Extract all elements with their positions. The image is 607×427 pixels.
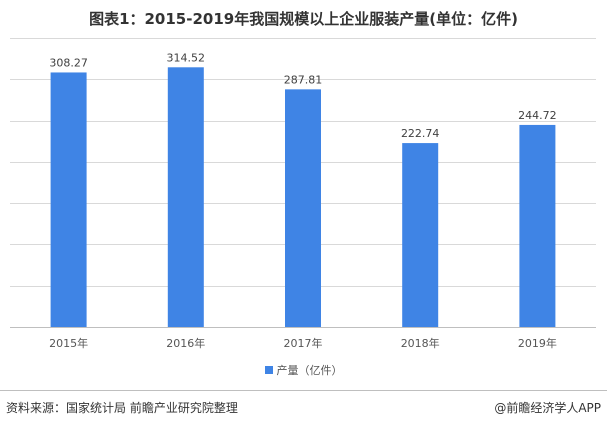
data-label: 308.27 [49, 56, 88, 69]
bar [285, 89, 321, 328]
x-tick-label: 2017年 [284, 336, 323, 350]
source-note: 资料来源：国家统计局 前瞻产业研究院整理 [6, 401, 238, 415]
bar [402, 143, 439, 327]
bar [167, 67, 204, 328]
legend: 产量（亿件） [0, 362, 607, 378]
bar [519, 124, 556, 327]
data-label: 222.74 [401, 127, 440, 140]
legend-label: 产量（亿件） [276, 364, 343, 377]
brand-credit: @前瞻经济学人APP [494, 401, 601, 415]
footer-divider [0, 390, 607, 391]
legend-swatch [264, 366, 273, 374]
x-tick-label: 2018年 [401, 336, 440, 350]
data-label: 287.81 [284, 73, 323, 86]
bar [50, 72, 87, 327]
data-label: 244.72 [518, 109, 557, 122]
x-tick-label: 2016年 [166, 336, 205, 350]
data-label: 314.52 [167, 51, 206, 64]
x-tick-label: 2019年 [518, 336, 557, 350]
x-tick-label: 2015年 [49, 336, 88, 350]
chart-title: 图表1：2015-2019年我国规模以上企业服装产量(单位：亿件) [89, 10, 518, 28]
